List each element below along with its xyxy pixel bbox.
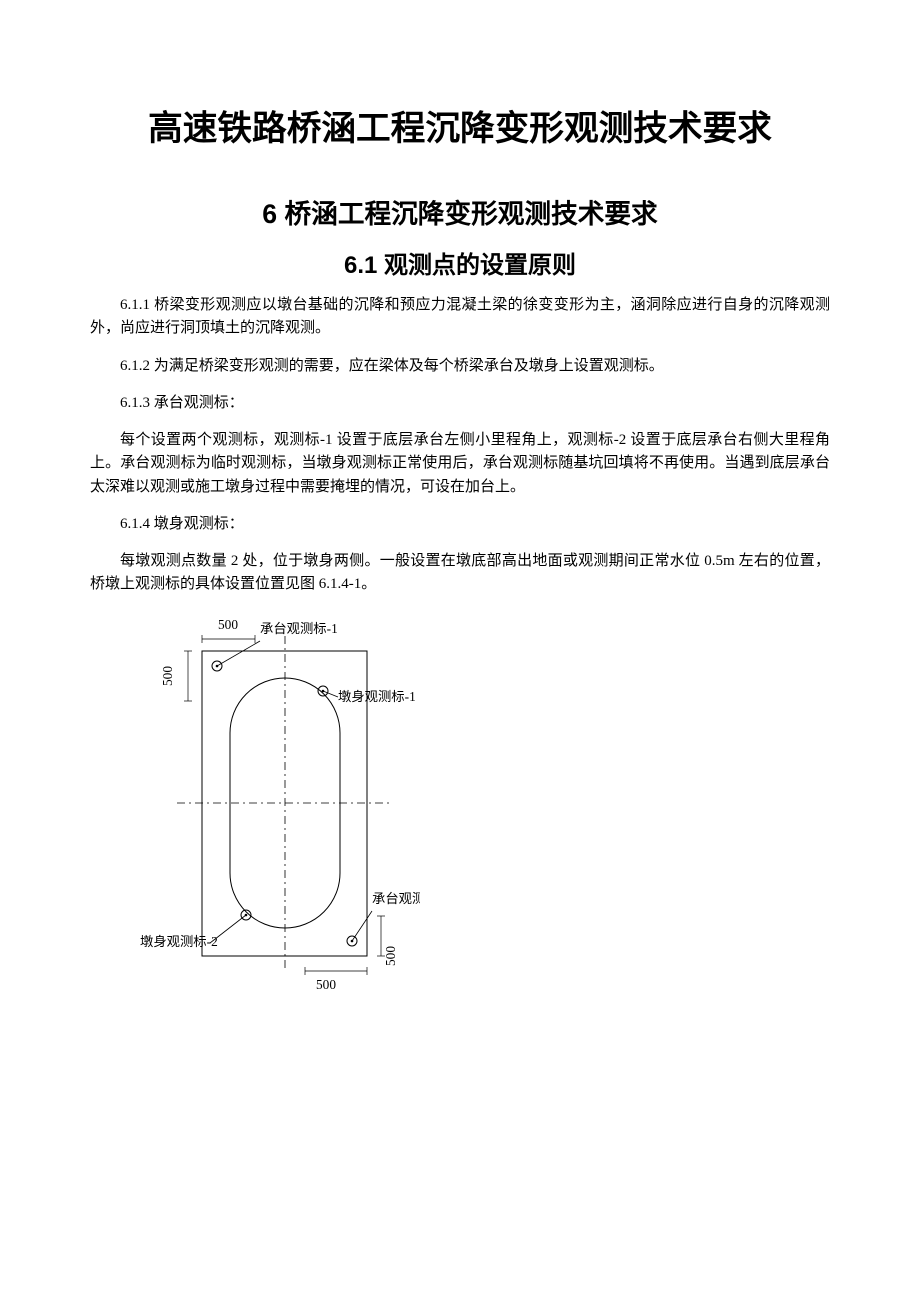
svg-text:承台观测标-1: 承台观测标-1 — [260, 621, 338, 636]
svg-text:500: 500 — [160, 665, 175, 685]
svg-text:墩身观测标-2: 墩身观测标-2 — [140, 934, 218, 949]
svg-text:承台观测标-2: 承台观测标-2 — [372, 891, 420, 906]
subsection-heading: 6.1 观测点的设置原则 — [90, 245, 830, 280]
plan-diagram-svg: 承台观测标-1 墩身观测标-1 承台观测标-2 墩身观测标-2 500 500 500 500 — [140, 611, 420, 1021]
paragraph-6-1-3-body: 每个设置两个观测标，观测标-1 设置于底层承台左侧小里程角上，观测标-2 设置于… — [90, 429, 830, 499]
svg-text:500: 500 — [316, 977, 336, 992]
svg-text:墩身观测标-1: 墩身观测标-1 — [338, 689, 416, 704]
paragraph-6-1-2: 6.1.2 为满足桥梁变形观测的需要，应在梁体及每个桥梁承台及墩身上设置观测标。 — [90, 355, 830, 378]
paragraph-6-1-1: 6.1.1 桥梁变形观测应以墩台基础的沉降和预应力混凝土梁的徐变变形为主，涵洞除… — [90, 294, 830, 341]
document-title: 高速铁路桥涵工程沉降变形观测技术要求 — [90, 100, 830, 150]
paragraph-6-1-4-head: 6.1.4 墩身观测标： — [90, 513, 830, 536]
paragraph-6-1-3-head: 6.1.3 承台观测标： — [90, 392, 830, 415]
section-heading: 6 桥涵工程沉降变形观测技术要求 — [90, 192, 830, 231]
svg-text:500: 500 — [218, 617, 238, 632]
figure-6-1-4-1: 承台观测标-1 墩身观测标-1 承台观测标-2 墩身观测标-2 500 500 500 500 — [140, 611, 830, 1026]
svg-text:500: 500 — [383, 945, 398, 965]
paragraph-6-1-4-body: 每墩观测点数量 2 处，位于墩身两侧。一般设置在墩底部高出地面或观测期间正常水位… — [90, 550, 830, 597]
